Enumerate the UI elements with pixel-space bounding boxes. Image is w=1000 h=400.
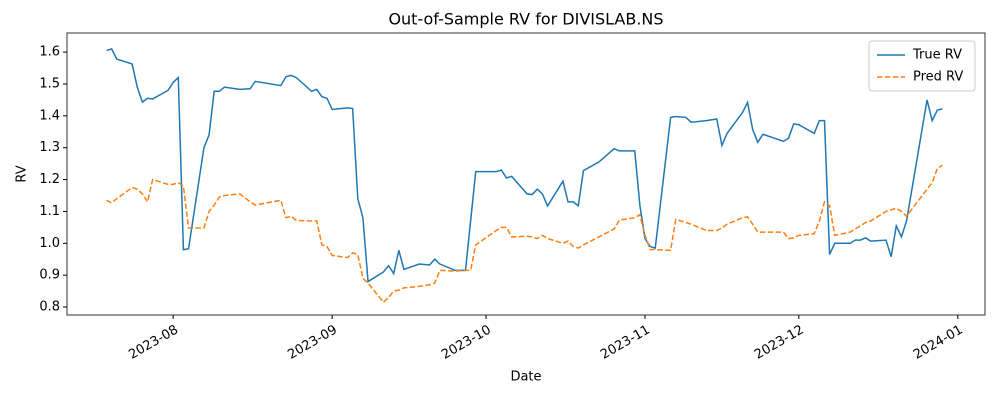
y-tick-label: 1.5 [39,76,60,91]
series-line [106,48,943,283]
legend-label: True RV [912,48,962,63]
x-axis-label: Date [510,370,541,385]
legend: True RV Pred RV [868,40,976,92]
legend-label: Pred RV [913,70,963,85]
y-tick-label: 1.3 [39,140,60,155]
y-tick-label: 1.6 [39,45,60,60]
plot-frame [66,32,986,316]
y-tick-label: 0.8 [39,300,60,315]
x-tick-label: 2023-09 [285,323,340,363]
y-tick-label: 1.1 [39,204,60,219]
series-line [106,164,943,304]
x-tick-label: 2023-10 [439,323,494,363]
y-tick-label: 1.4 [39,108,60,123]
x-tick-label: 2023-11 [598,323,653,363]
legend-box [868,40,976,92]
y-axis-label: RV [15,165,30,182]
x-tick-label: 2023-12 [752,323,807,363]
x-tick-label: 2023-08 [126,323,181,363]
chart-title: Out-of-Sample RV for DIVISLAB.NS [388,10,663,29]
y-tick-label: 0.9 [39,268,60,283]
y-tick-label: 1.0 [39,236,60,251]
x-tick-label: 2024-01 [911,323,966,363]
y-tick-label: 1.2 [39,172,60,187]
